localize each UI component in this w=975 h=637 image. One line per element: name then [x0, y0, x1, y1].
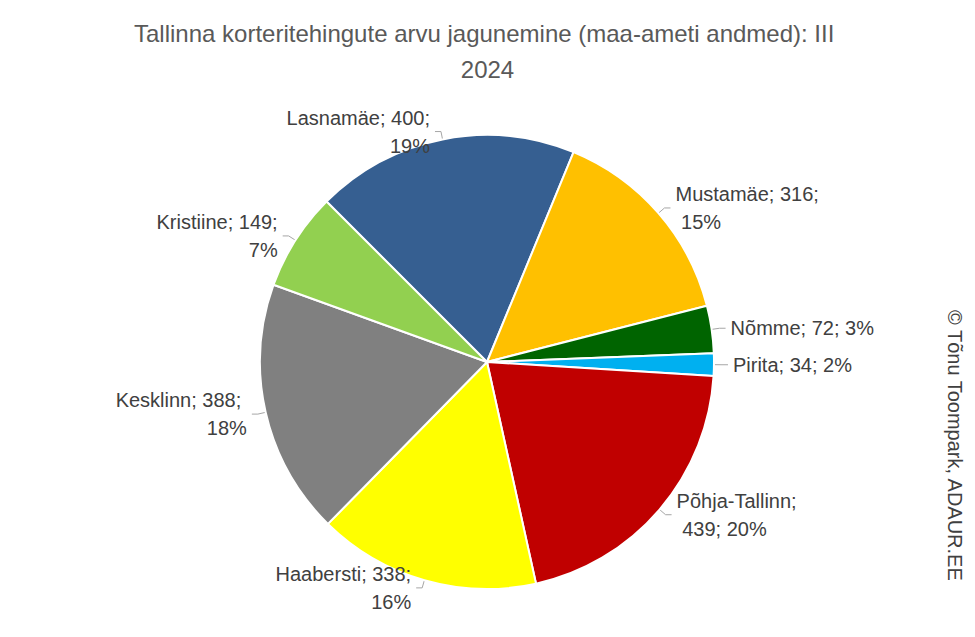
svg-text:© Tõnu Toompark, ADAUR.EE: © Tõnu Toompark, ADAUR.EE	[944, 310, 966, 581]
svg-text:Kesklinn; 388;: Kesklinn; 388;	[116, 389, 247, 411]
svg-text:439; 20%: 439; 20%	[677, 518, 767, 540]
svg-text:Haabersti; 338;: Haabersti; 338;	[276, 563, 412, 585]
svg-text:7%: 7%	[243, 239, 278, 261]
svg-text:Tallinna korteritehingute arvu: Tallinna korteritehingute arvu jagunemin…	[134, 20, 841, 47]
svg-text:Põhja-Tallinn;: Põhja-Tallinn;	[677, 490, 797, 512]
svg-text:Pirita; 34; 2%: Pirita; 34; 2%	[733, 354, 852, 376]
svg-text:19%: 19%	[384, 135, 430, 157]
svg-text:Lasnamäe; 400;: Lasnamäe; 400;	[287, 107, 430, 129]
svg-text:Mustamäe; 316;: Mustamäe; 316;	[675, 183, 818, 205]
svg-text:18%: 18%	[207, 417, 247, 439]
svg-text:16%: 16%	[366, 591, 412, 613]
svg-text:Nõmme; 72; 3%: Nõmme; 72; 3%	[731, 317, 875, 339]
svg-text:2024: 2024	[461, 56, 514, 83]
svg-text:Kristiine; 149;: Kristiine; 149;	[157, 211, 278, 233]
svg-text:15%: 15%	[675, 211, 721, 233]
